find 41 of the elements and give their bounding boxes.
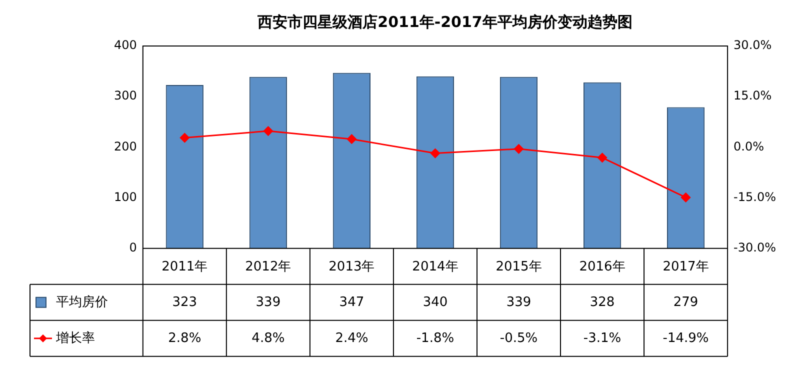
y2-tick-label: -30.0%	[734, 240, 776, 255]
x-tick-label: 2015年	[496, 260, 542, 275]
point	[263, 126, 273, 136]
point	[514, 144, 524, 154]
chart-title: 西安市四星级酒店2011年-2017年平均房价变动趋势图	[256, 12, 632, 31]
legend-label: 增长率	[55, 330, 95, 346]
x-tick-label: 2011年	[162, 260, 208, 275]
y2-tick-label: 15.0%	[734, 88, 772, 103]
data-label: 279	[673, 294, 698, 310]
y-tick-label: 200	[114, 139, 137, 154]
data-label: 339	[256, 294, 281, 310]
data-label: -0.5%	[500, 330, 538, 346]
data-label: -3.1%	[583, 330, 622, 346]
point	[180, 133, 190, 143]
y-tick-label: 100	[114, 190, 137, 204]
point	[681, 192, 691, 202]
y2-tick-label: 0.0%	[734, 139, 764, 154]
x-tick-label: 2016年	[579, 260, 626, 275]
data-label: 2.8%	[168, 330, 202, 346]
data-label: -1.8%	[416, 330, 454, 346]
x-tick-label: 2012年	[245, 260, 292, 275]
data-label: 328	[590, 294, 615, 310]
point	[346, 134, 356, 144]
point	[598, 152, 608, 162]
y-tick-label: 400	[114, 38, 137, 52]
data-label: 339	[506, 294, 532, 310]
y-tick-label: 0	[129, 240, 137, 255]
data-label: 2.4%	[335, 330, 368, 346]
y2-tick-label: -15.0%	[734, 190, 776, 204]
data-label: 323	[172, 294, 198, 310]
legend-label: 平均房价	[56, 294, 108, 310]
data-label: 340	[422, 294, 448, 310]
y2-tick-label: 30.0%	[734, 38, 772, 52]
x-tick-label: 2014年	[412, 260, 458, 275]
point	[430, 148, 440, 158]
x-tick-label: 2013年	[328, 260, 375, 275]
data-label: 347	[339, 294, 364, 310]
data-label: 4.8%	[252, 330, 285, 346]
y-tick-label: 300	[114, 88, 137, 103]
data-label: -14.9%	[662, 330, 709, 346]
x-tick-label: 2017年	[662, 260, 709, 275]
